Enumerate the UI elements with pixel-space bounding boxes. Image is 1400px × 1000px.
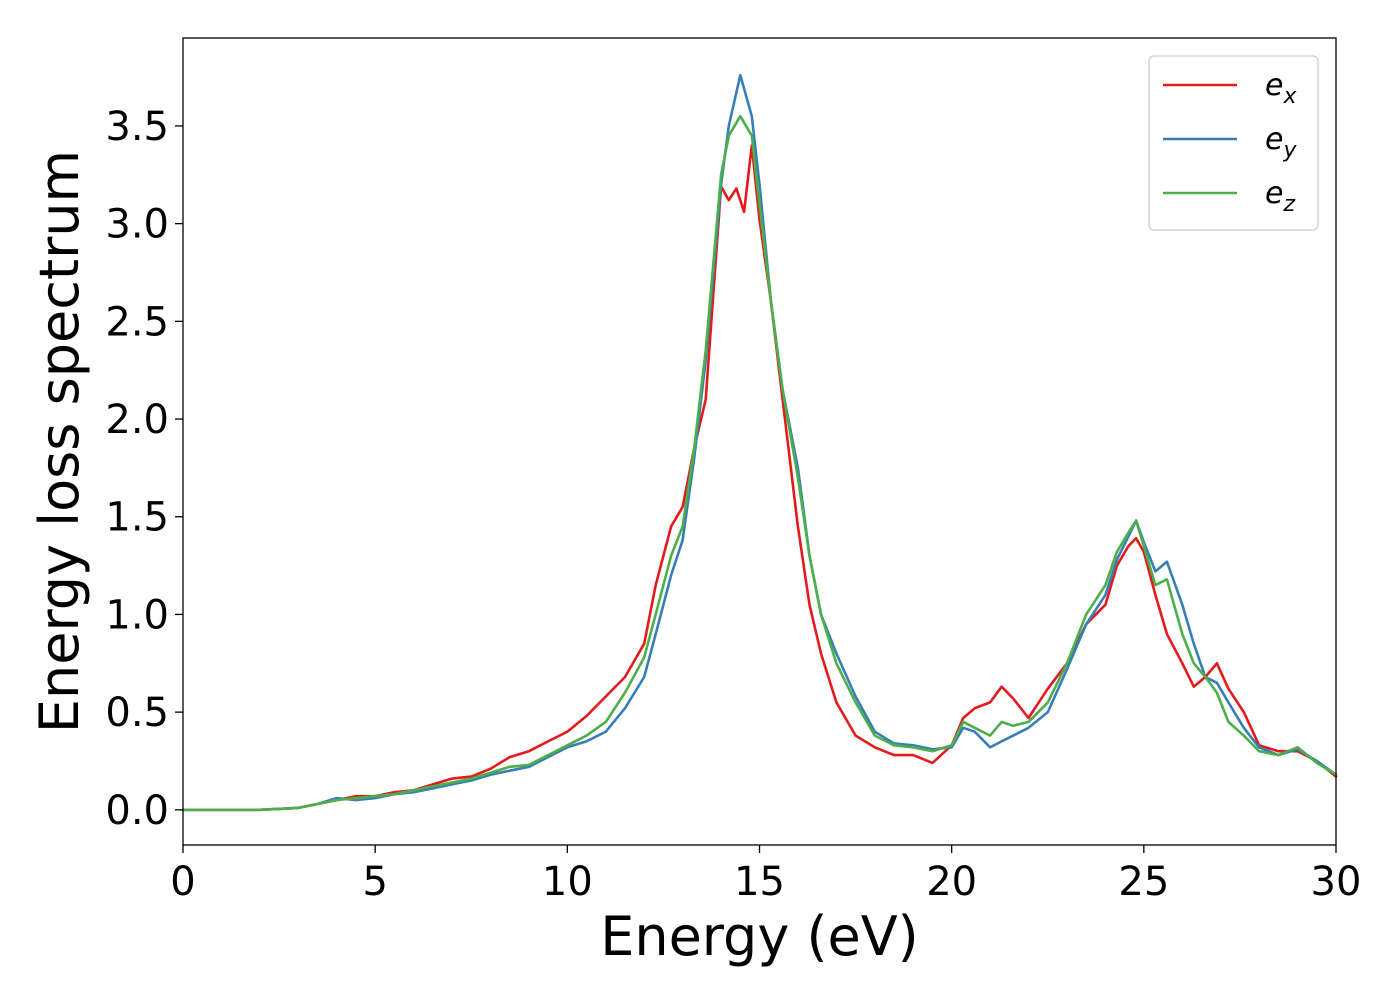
series-line-z: [181, 114, 1338, 812]
x-axis-ticks: 0 5 10 15 20 25 30: [170, 845, 1361, 905]
x-tick-label: 0: [170, 859, 195, 905]
y-tick-label: 1.0: [105, 592, 169, 638]
x-tick-label: 15: [734, 859, 785, 905]
y-tick-label: 3.0: [105, 202, 169, 248]
x-axis-label: Energy (eV): [600, 905, 919, 968]
x-tick-label: 25: [1118, 859, 1169, 905]
x-tick-label: 20: [926, 859, 977, 905]
y-tick-label: 3.5: [105, 104, 169, 150]
y-tick-label: 0.0: [105, 788, 169, 834]
y-tick-label: 0.5: [105, 690, 169, 736]
x-tick-label: 10: [542, 859, 593, 905]
x-tick-label: 30: [1311, 859, 1362, 905]
y-axis-ticks: 0.0 0.5 1.0 1.5 2.0 2.5 3.0 3.5: [105, 104, 183, 834]
legend-box: [1148, 55, 1319, 231]
y-tick-label: 2.0: [105, 397, 169, 443]
series-layer: [181, 73, 1338, 812]
series-line-x: [181, 144, 1338, 812]
y-tick-label: 2.5: [105, 299, 169, 345]
y-axis-label: Energy loss spectrum: [28, 150, 91, 733]
y-tick-label: 1.5: [105, 495, 169, 541]
x-tick-label: 5: [362, 859, 387, 905]
